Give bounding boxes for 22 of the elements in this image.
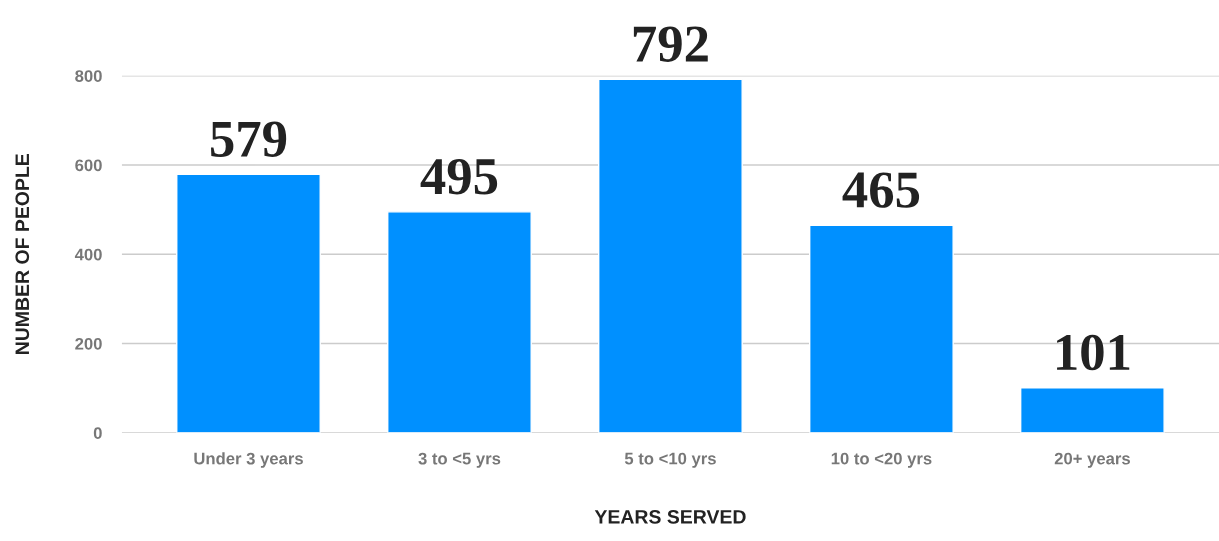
y-tick-label: 800: [75, 70, 102, 82]
x-axis-title: YEARS SERVED: [594, 509, 746, 524]
x-tick-label: 3 to <5 yrs: [418, 452, 501, 468]
bar: [598, 78, 743, 433]
data-label: 579: [211, 121, 287, 157]
y-tick-label: 600: [75, 159, 102, 172]
y-axis-title: NUMBER OF PEOPLE: [15, 154, 30, 354]
bar: [176, 173, 321, 433]
data-label: 792: [633, 26, 708, 62]
x-tick-label: 10 to <20 yrs: [831, 452, 932, 468]
bar: [809, 224, 954, 433]
x-tick-label: Under 3 years: [194, 452, 303, 468]
x-tick-label: 20+ years: [1054, 452, 1130, 468]
data-label: 101: [1057, 334, 1130, 371]
data-label: 495: [420, 158, 498, 195]
x-tick-label: 5 to <10 yrs: [624, 452, 716, 468]
bar: [1019, 387, 1165, 433]
data-label: 465: [842, 172, 920, 208]
bar: [387, 211, 532, 433]
y-tick-label: 400: [74, 248, 102, 261]
y-tick-label: 200: [75, 337, 102, 350]
y-tick-label: 0: [93, 427, 102, 439]
